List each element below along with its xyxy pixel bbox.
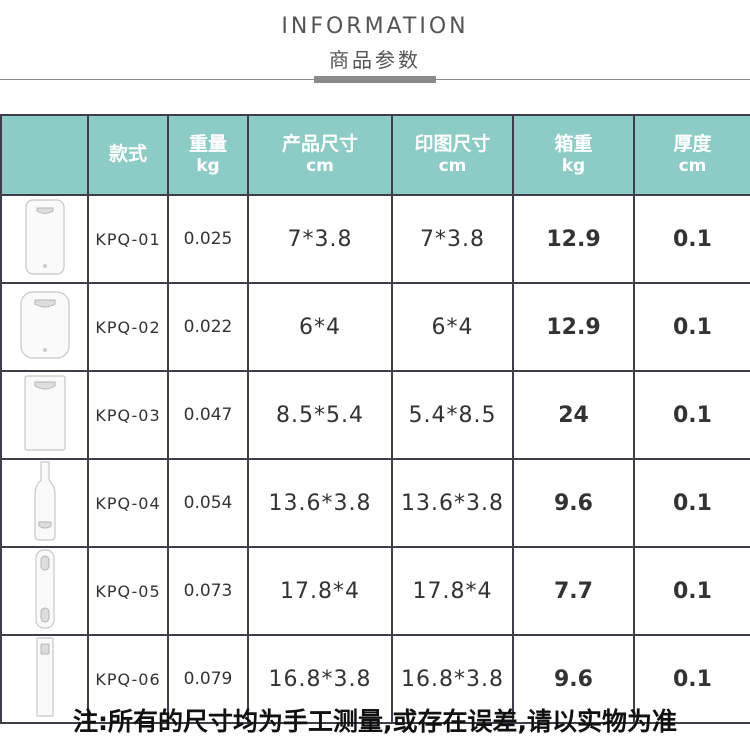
print-size-cell: 17.8*4 bbox=[391, 546, 514, 636]
model-cell: KPQ-03 bbox=[87, 370, 169, 460]
box-weight-cell: 12.9 bbox=[512, 194, 635, 284]
col-header-model: 款式 bbox=[87, 114, 169, 196]
footnote: 注:所有的尺寸均为手工测量,或存在误差,请以实物为准 bbox=[73, 707, 677, 736]
box-weight-cell: 24 bbox=[512, 370, 635, 460]
table-row: KPQ-01 0.025 7*3.8 7*3.8 12.9 0.1 bbox=[0, 194, 750, 284]
opener-card-icon bbox=[23, 375, 66, 451]
box-weight-cell: 12.9 bbox=[512, 282, 635, 372]
opener-rounded-rect-icon bbox=[19, 291, 70, 359]
thickness-cell: 0.1 bbox=[633, 458, 750, 548]
model-cell: KPQ-01 bbox=[87, 194, 169, 284]
product-image-cell bbox=[0, 634, 89, 724]
col-header-print: 印图尺寸 cm bbox=[391, 114, 514, 196]
product-image-cell bbox=[0, 282, 89, 372]
weight-cell: 0.025 bbox=[167, 194, 249, 284]
table-row: KPQ-06 0.079 16.8*3.8 16.8*3.8 9.6 0.1 bbox=[0, 634, 750, 724]
col-header-weight: 重量 kg bbox=[167, 114, 249, 196]
header-title-en: INFORMATION bbox=[281, 14, 469, 39]
header-accent-bar bbox=[314, 76, 436, 83]
spec-table: 款式 重量 kg 产品尺寸 cm 印图尺寸 cm 箱重 kg 厚度 cm KPQ-01 0… bbox=[0, 114, 750, 724]
print-size-cell: 7*3.8 bbox=[391, 194, 514, 284]
thickness-cell: 0.1 bbox=[633, 370, 750, 460]
box-weight-cell: 7.7 bbox=[512, 546, 635, 636]
size-cell: 17.8*4 bbox=[247, 546, 393, 636]
model-cell: KPQ-06 bbox=[87, 634, 169, 724]
size-cell: 16.8*3.8 bbox=[247, 634, 393, 724]
thickness-cell: 0.1 bbox=[633, 546, 750, 636]
size-cell: 8.5*5.4 bbox=[247, 370, 393, 460]
weight-cell: 0.054 bbox=[167, 458, 249, 548]
thickness-cell: 0.1 bbox=[633, 194, 750, 284]
print-size-cell: 5.4*8.5 bbox=[391, 370, 514, 460]
box-weight-cell: 9.6 bbox=[512, 458, 635, 548]
print-size-cell: 13.6*3.8 bbox=[391, 458, 514, 548]
size-cell: 7*3.8 bbox=[247, 194, 393, 284]
col-header-thickness: 厚度 cm bbox=[633, 114, 750, 196]
size-cell: 13.6*3.8 bbox=[247, 458, 393, 548]
opener-bar-icon bbox=[34, 549, 55, 629]
opener-bottle-icon bbox=[33, 461, 56, 541]
thickness-cell: 0.1 bbox=[633, 282, 750, 372]
print-size-cell: 6*4 bbox=[391, 282, 514, 372]
weight-cell: 0.079 bbox=[167, 634, 249, 724]
table-row: KPQ-05 0.073 17.8*4 17.8*4 7.7 0.1 bbox=[0, 546, 750, 636]
model-cell: KPQ-05 bbox=[87, 546, 169, 636]
col-header-image bbox=[0, 114, 89, 196]
opener-long-bar-icon bbox=[35, 637, 54, 717]
opener-rounded-rect-icon bbox=[24, 199, 65, 275]
weight-cell: 0.073 bbox=[167, 546, 249, 636]
box-weight-cell: 9.6 bbox=[512, 634, 635, 724]
product-image-cell bbox=[0, 370, 89, 460]
header-title-cn: 商品参数 bbox=[329, 48, 421, 72]
product-image-cell bbox=[0, 458, 89, 548]
size-cell: 6*4 bbox=[247, 282, 393, 372]
table-row: KPQ-04 0.054 13.6*3.8 13.6*3.8 9.6 0.1 bbox=[0, 458, 750, 548]
weight-cell: 0.047 bbox=[167, 370, 249, 460]
table-header-row: 款式 重量 kg 产品尺寸 cm 印图尺寸 cm 箱重 kg 厚度 cm bbox=[0, 114, 750, 196]
model-cell: KPQ-02 bbox=[87, 282, 169, 372]
model-cell: KPQ-04 bbox=[87, 458, 169, 548]
table-row: KPQ-03 0.047 8.5*5.4 5.4*8.5 24 0.1 bbox=[0, 370, 750, 460]
table-row: KPQ-02 0.022 6*4 6*4 12.9 0.1 bbox=[0, 282, 750, 372]
print-size-cell: 16.8*3.8 bbox=[391, 634, 514, 724]
product-image-cell bbox=[0, 546, 89, 636]
weight-cell: 0.022 bbox=[167, 282, 249, 372]
product-image-cell bbox=[0, 194, 89, 284]
col-header-size: 产品尺寸 cm bbox=[247, 114, 393, 196]
col-header-box: 箱重 kg bbox=[512, 114, 635, 196]
